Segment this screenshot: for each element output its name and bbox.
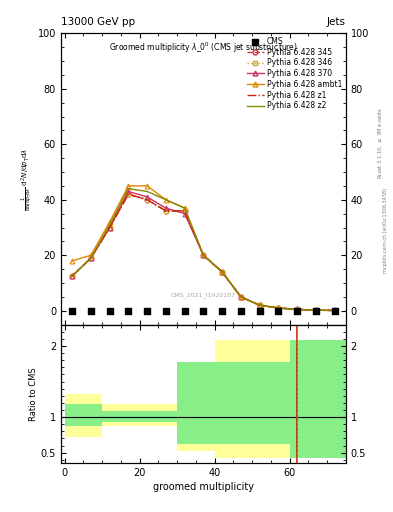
Point	[219, 307, 225, 315]
Legend: CMS, Pythia 6.428 345, Pythia 6.428 346, Pythia 6.428 370, Pythia 6.428 ambt1, P: CMS, Pythia 6.428 345, Pythia 6.428 346,…	[245, 35, 343, 112]
Text: Rivet 3.1.10, $\geq$ 3M events: Rivet 3.1.10, $\geq$ 3M events	[376, 107, 384, 180]
Text: 13000 GeV pp: 13000 GeV pp	[61, 16, 135, 27]
Y-axis label: Ratio to CMS: Ratio to CMS	[29, 367, 38, 421]
Text: Groomed multiplicity $\lambda\_0^0$ (CMS jet substructure): Groomed multiplicity $\lambda\_0^0$ (CMS…	[109, 40, 298, 55]
Text: CMS_2021_I1920187: CMS_2021_I1920187	[171, 293, 236, 298]
Point	[257, 307, 263, 315]
Point	[238, 307, 244, 315]
Point	[200, 307, 206, 315]
Point	[163, 307, 169, 315]
Y-axis label: $\frac{1}{\mathrm{d}N/\mathrm{d}p_\mathrm{T}\mathrm{d}\lambda}$ $\mathrm{d}^2N/\: $\frac{1}{\mathrm{d}N/\mathrm{d}p_\mathr…	[20, 147, 35, 210]
Point	[331, 307, 338, 315]
Point	[144, 307, 150, 315]
Point	[69, 307, 75, 315]
Point	[125, 307, 132, 315]
Point	[182, 307, 188, 315]
Point	[275, 307, 281, 315]
Point	[107, 307, 113, 315]
Text: Jets: Jets	[327, 16, 346, 27]
X-axis label: groomed multiplicity: groomed multiplicity	[153, 482, 254, 493]
Point	[294, 307, 300, 315]
Text: mcplots.cern.ch [arXiv:1306.3438]: mcplots.cern.ch [arXiv:1306.3438]	[384, 188, 388, 273]
Point	[88, 307, 94, 315]
Point	[313, 307, 319, 315]
